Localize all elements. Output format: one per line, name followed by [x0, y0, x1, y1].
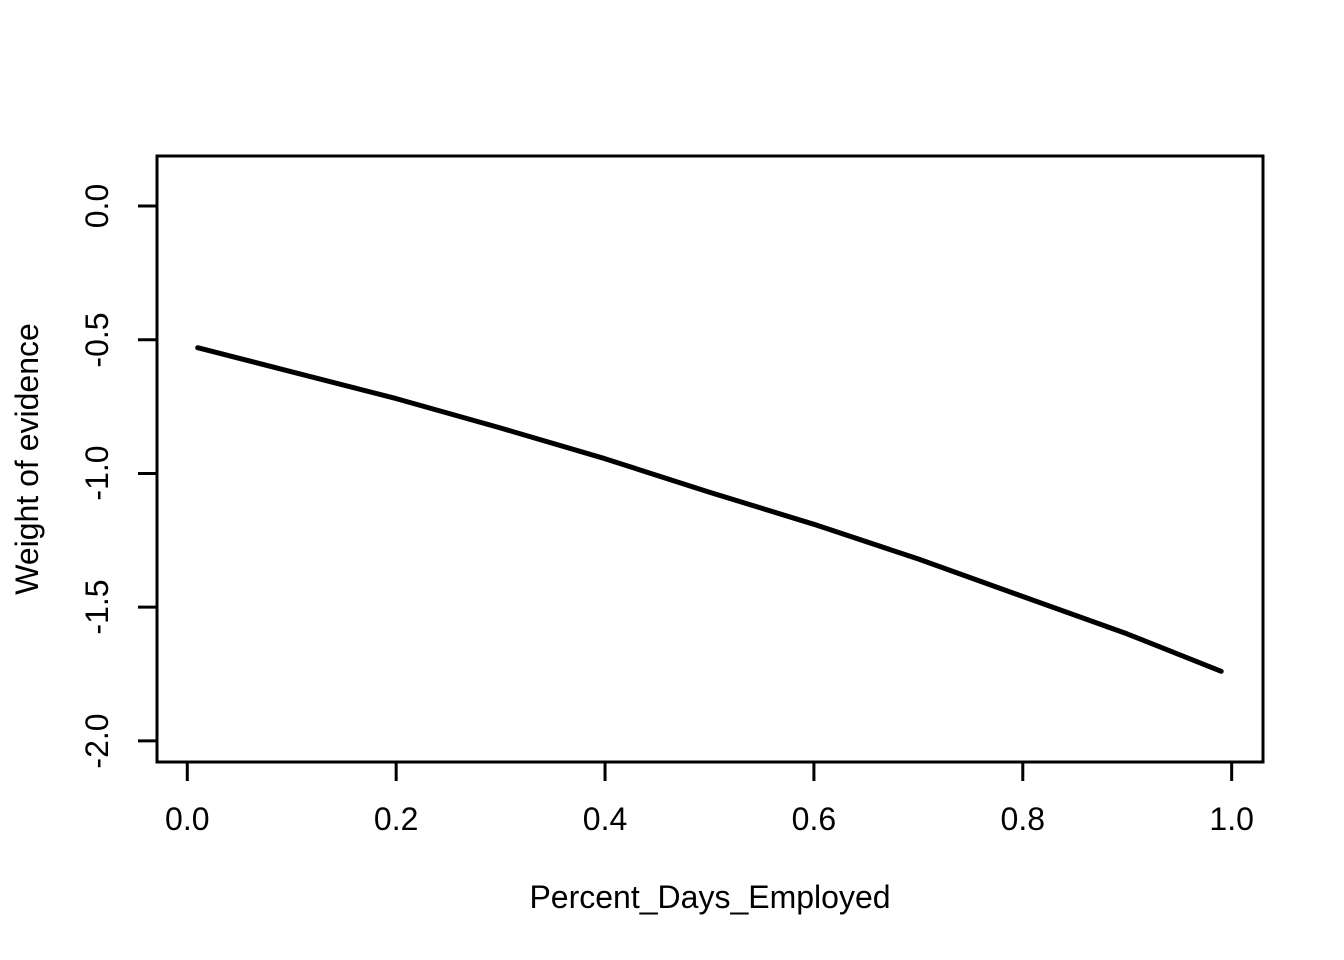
y-tick-label: -1.5 [79, 579, 115, 635]
y-tick-label: -1.0 [79, 445, 115, 502]
y-tick-label: 0.0 [79, 183, 115, 229]
x-tick-label: 0.6 [791, 801, 837, 837]
x-tick-label: 0.0 [165, 801, 210, 837]
x-tick-label: 0.2 [373, 801, 419, 837]
x-axis-ticks [185, 762, 1234, 781]
x-tick-label: 0.8 [1000, 801, 1046, 837]
y-tick-label: -0.5 [79, 312, 115, 368]
y-tick-label: -2.0 [79, 713, 115, 769]
plot-border [155, 154, 1265, 764]
data-line [195, 345, 1224, 674]
x-tick-label: 1.0 [1209, 801, 1254, 837]
y-axis-title: Weight of evidence [9, 323, 45, 595]
y-axis-ticks [138, 204, 157, 743]
x-axis-title: Percent_Days_Employed [529, 879, 891, 915]
x-tick-label: 0.4 [582, 801, 628, 837]
